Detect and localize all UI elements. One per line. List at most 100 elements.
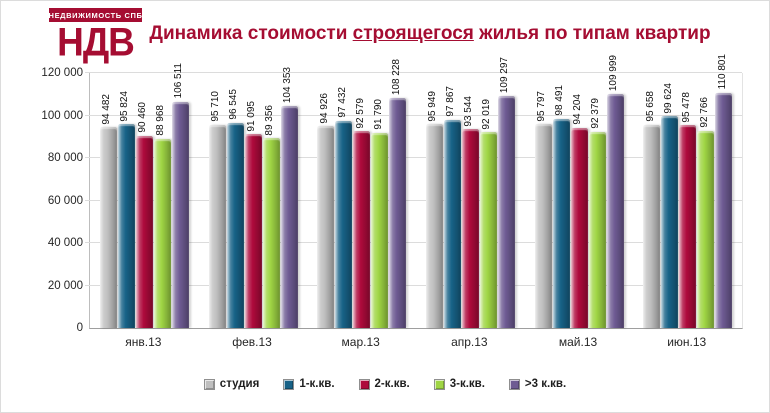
legend: студия 1-к.кв. 2-к.кв. 3-к.кв. >3 к.кв. xyxy=(1,378,769,390)
x-tick-label: июн.13 xyxy=(667,335,707,349)
legend-item-3-к.кв.: 3-к.кв. xyxy=(433,378,485,390)
bar-group-янв.13: 94 482 95 824 90 460 88 968 106 511 xyxy=(90,63,199,328)
bar->3 к.кв.: 110 801 xyxy=(715,54,733,328)
bar-group-май.13: 95 797 98 491 94 204 92 379 109 999 xyxy=(525,55,634,328)
logo-text: НДВ xyxy=(57,19,135,65)
bar-2-к.кв.: 91 095 xyxy=(244,101,262,328)
bar-group-июн.13: 95 658 99 624 95 478 92 766 110 801 xyxy=(633,54,742,328)
bar-value-label: 91 095 xyxy=(246,100,257,132)
y-tick-label: 20 000 xyxy=(47,279,83,292)
title-text-underlined: строящегося xyxy=(352,23,474,44)
bar-1-к.кв.: 97 432 xyxy=(335,87,353,328)
bar-студия: 94 926 xyxy=(317,93,335,328)
bar-value-label: 109 297 xyxy=(499,56,511,93)
gridline xyxy=(85,242,742,243)
gridline xyxy=(85,72,742,73)
bar-groups: 94 482 95 824 90 460 88 968 106 511 95 710 96 … xyxy=(90,54,742,328)
y-tick-label: 100 000 xyxy=(41,109,83,122)
x-tick-label: мар.13 xyxy=(341,335,380,349)
bar-студия: 95 710 xyxy=(208,91,226,328)
bar-value-label: 91 790 xyxy=(372,99,384,130)
bar-2-к.кв.: 95 478 xyxy=(679,92,697,328)
bar-value-label: 95 797 xyxy=(536,90,548,122)
legend-item-1-к.кв.: 1-к.кв. xyxy=(283,378,335,390)
y-tick-label: 80 000 xyxy=(47,152,83,164)
bar-value-label: 106 511 xyxy=(173,63,185,99)
legend-swatch-icon xyxy=(508,378,520,390)
bar-value-label: 92 379 xyxy=(590,98,602,129)
bar-value-label: 89 356 xyxy=(264,104,275,136)
gridline xyxy=(85,157,742,158)
bar-value-label: 95 478 xyxy=(680,91,692,123)
bar-value-label: 95 824 xyxy=(119,90,131,122)
bar->3 к.кв.: 104 353 xyxy=(280,67,298,328)
bar-value-label: 110 801 xyxy=(716,54,728,90)
x-tick-label: апр.13 xyxy=(451,335,488,349)
gridline xyxy=(85,199,742,201)
bar-3-к.кв.: 88 968 xyxy=(153,105,171,328)
x-tick-label: фев.13 xyxy=(232,335,272,349)
plot-area: 94 482 95 824 90 460 88 968 106 511 95 710 96 … xyxy=(85,54,743,329)
bar-студия: 94 482 xyxy=(99,94,117,328)
x-tick-label: май.13 xyxy=(558,335,598,349)
bar-group-мар.13: 94 926 97 432 92 579 91 790 108 228 xyxy=(307,59,416,328)
bar-студия: 95 658 xyxy=(643,91,661,328)
legend-label: 2-к.кв. xyxy=(374,378,410,390)
bar-value-label: 92 579 xyxy=(354,97,366,129)
bar-value-label: 97 432 xyxy=(336,87,348,118)
bar->3 к.кв.: 108 228 xyxy=(389,59,407,328)
y-axis-labels: 0 20 000 40 000 60 000 80 000 100 000 120 000 xyxy=(15,67,83,334)
bar-group-фев.13: 95 710 96 545 91 095 89 356 104 353 xyxy=(199,67,308,328)
bar-value-label: 109 999 xyxy=(608,55,620,92)
legend-item->3 к.кв.: >3 к.кв. xyxy=(508,378,567,390)
legend-swatch-icon xyxy=(203,378,215,390)
bar-1-к.кв.: 95 824 xyxy=(117,91,135,328)
legend-item-2-к.кв.: 2-к.кв. xyxy=(358,378,410,390)
legend-label: 3-к.кв. xyxy=(449,378,485,390)
bar-value-label: 92 019 xyxy=(481,98,493,130)
bar->3 к.кв.: 109 297 xyxy=(497,57,515,328)
legend-item-студия: студия xyxy=(203,378,260,390)
bar->3 к.кв.: 109 999 xyxy=(606,55,624,328)
title-text-pre: Динамика стоимости xyxy=(149,23,353,44)
bar-2-к.кв.: 90 460 xyxy=(135,102,153,328)
x-axis-labels: янв.13 фев.13 мар.13 апр.13 май.13 июн.13 xyxy=(89,335,741,349)
ndv-logo: НЕДВИЖИМОСТЬ СПБ НДВ xyxy=(49,8,142,65)
bar-value-label: 94 482 xyxy=(101,93,113,125)
logo-banner-text: НЕДВИЖИМОСТЬ СПБ xyxy=(49,8,142,22)
bar-value-label: 95 949 xyxy=(427,90,439,122)
legend-label: >3 к.кв. xyxy=(524,378,567,390)
y-tick-label: 40 000 xyxy=(47,237,83,249)
bar-3-к.кв.: 92 766 xyxy=(697,97,715,328)
legend-label: 1-к.кв. xyxy=(299,378,335,390)
x-tick-label: янв.13 xyxy=(125,335,162,349)
y-tick-label: 0 xyxy=(76,322,83,334)
bar-value-label: 95 658 xyxy=(644,91,656,122)
bar-value-label: 94 204 xyxy=(572,94,584,125)
bar-студия: 95 797 xyxy=(534,91,552,328)
legend-label: студия xyxy=(219,378,260,390)
bar-value-label: 88 968 xyxy=(155,105,167,136)
bar-value-label: 94 926 xyxy=(318,92,330,124)
bar-1-к.кв.: 97 867 xyxy=(443,86,461,328)
page-title: Динамика стоимости строящегося жилья по … xyxy=(121,23,739,45)
legend-swatch-icon xyxy=(433,378,445,390)
bar-value-label: 99 624 xyxy=(662,82,674,114)
y-tick-label: 60 000 xyxy=(47,194,83,207)
title-text-post: жилья по типам квартир xyxy=(473,23,711,44)
bar-value-label: 97 867 xyxy=(445,86,457,118)
bar-value-label: 95 710 xyxy=(210,91,221,122)
bar-3-к.кв.: 89 356 xyxy=(262,105,280,328)
bar-value-label: 98 491 xyxy=(554,85,566,116)
bar-value-label: 92 766 xyxy=(698,97,710,128)
bar-2-к.кв.: 93 544 xyxy=(461,96,479,328)
bar-1-к.кв.: 99 624 xyxy=(661,83,679,328)
bar-value-label: 96 545 xyxy=(228,89,239,120)
bar-2-к.кв.: 92 579 xyxy=(353,98,371,328)
bar-3-к.кв.: 92 019 xyxy=(479,99,497,328)
bar-2-к.кв.: 94 204 xyxy=(570,94,588,328)
bar-1-к.кв.: 96 545 xyxy=(226,89,244,328)
gridline xyxy=(85,114,742,116)
bar-студия: 95 949 xyxy=(425,91,443,328)
